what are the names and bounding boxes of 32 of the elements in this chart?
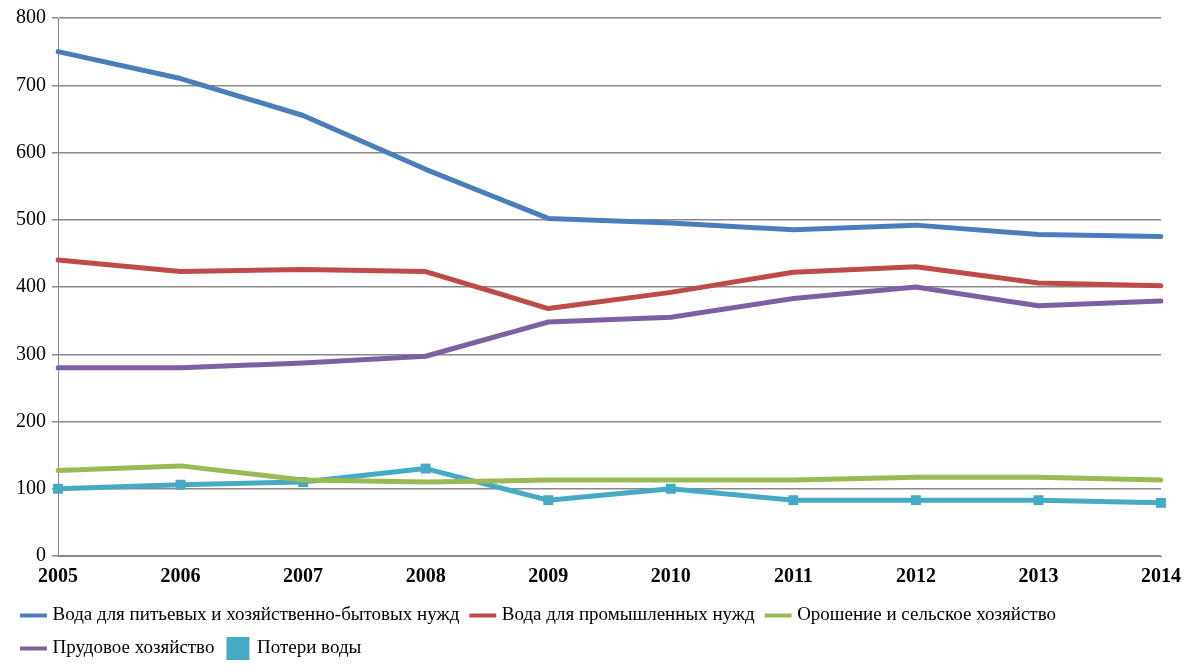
legend-label: Потери воды <box>256 636 362 658</box>
legend-label: Вода для промышленных нужд <box>501 603 755 625</box>
y-tick-label: 0 <box>36 543 46 566</box>
x-tick-label: 2005 <box>38 564 78 587</box>
x-tick-label: 2007 <box>283 564 324 587</box>
x-tick-label: 2013 <box>1018 564 1059 587</box>
y-tick-label: 100 <box>16 476 46 498</box>
x-tick-label: 2012 <box>895 564 936 587</box>
x-tick-label: 2006 <box>160 564 201 587</box>
y-tick-label: 200 <box>16 408 46 431</box>
point <box>1156 497 1166 508</box>
x-tick-label: 2014 <box>1141 564 1181 587</box>
legend-label: Орошение и сельское хозяйство <box>797 603 1056 625</box>
point <box>788 495 799 506</box>
x-tick-label: 2011 <box>773 564 813 587</box>
point <box>1033 495 1044 506</box>
point <box>420 463 431 474</box>
legend-label: Прудовое хозяйство <box>52 636 215 658</box>
point <box>543 495 554 506</box>
x-tick-label: 2009 <box>528 564 569 587</box>
y-tick-label: 400 <box>16 274 46 297</box>
point <box>175 479 186 490</box>
y-tick-label: 800 <box>16 5 46 28</box>
y-tick-label: 700 <box>16 72 46 95</box>
x-tick-label: 2008 <box>405 564 446 587</box>
y-tick-label: 600 <box>16 139 46 162</box>
x-tick-label: 2010 <box>650 564 691 587</box>
legend-label: Вода для питьевых и хозяйственно-бытовых нужд <box>52 603 460 625</box>
y-tick-label: 300 <box>16 341 46 364</box>
point <box>665 483 676 494</box>
y-tick-label: 500 <box>16 207 46 229</box>
point <box>910 495 921 506</box>
